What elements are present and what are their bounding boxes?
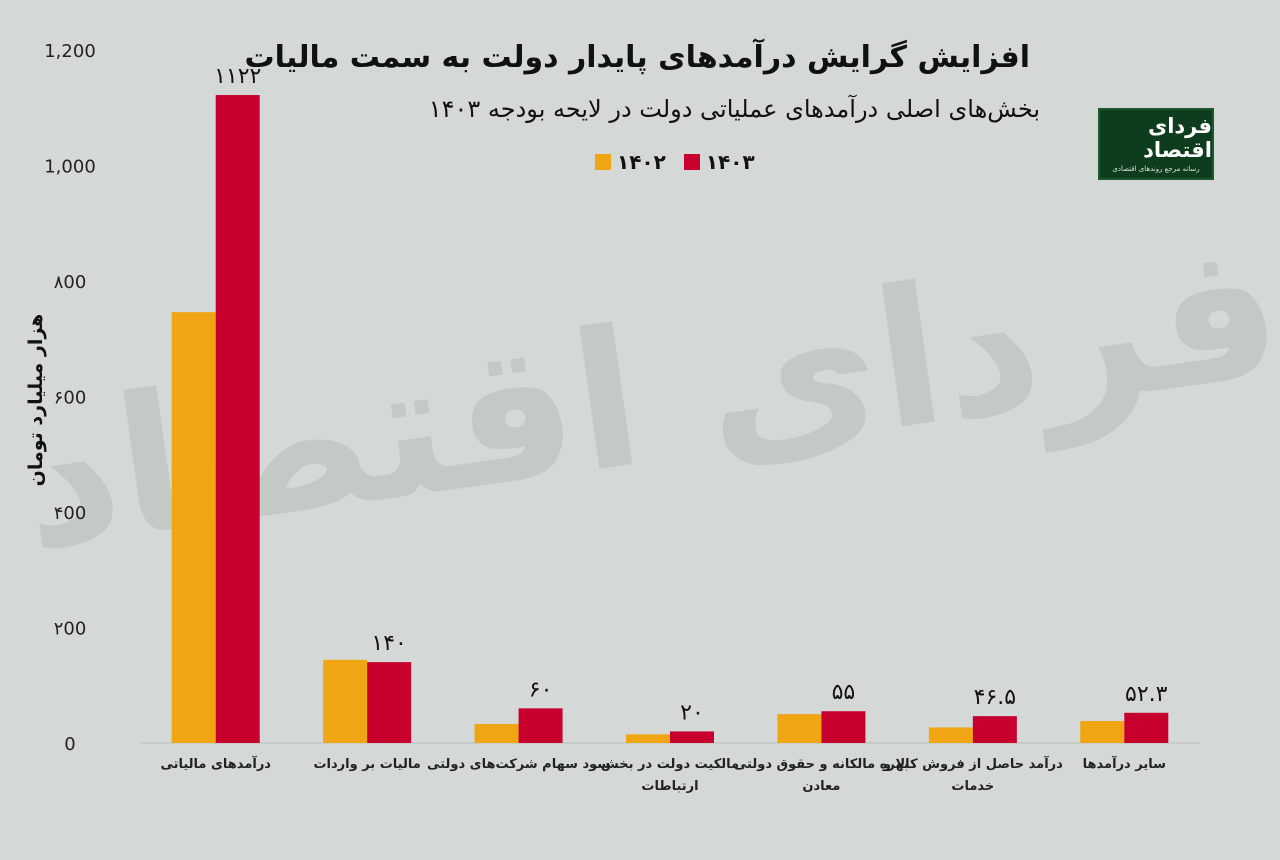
legend-label-1403: ۱۴۰۳ — [705, 150, 755, 174]
logo-name: فردای اقتصاد — [1143, 114, 1212, 162]
data-label: ۱۴۰ — [371, 631, 406, 656]
bar-1402 — [474, 723, 519, 743]
x-tick-label: درآمدهای مالیاتی — [160, 755, 271, 772]
x-tick-label: معادن — [802, 779, 840, 794]
bar-1403 — [670, 731, 714, 743]
bar-1403 — [518, 708, 563, 743]
chart-subtitle: بخش‌های اصلی درآمدهای عملیاتی دولت در لا… — [428, 95, 1040, 123]
x-tick-label: مالیات بر واردات — [313, 757, 420, 772]
y-tick-label: 1,200 — [44, 41, 96, 62]
bar-1403 — [972, 716, 1017, 743]
bar-1402 — [1080, 721, 1125, 743]
x-tick-label: درآمد حاصل از فروش کالا و — [882, 755, 1063, 772]
x-tick-label: بهره مالکانه و حقوق دولتی — [734, 757, 909, 772]
x-tick-label: خدمات — [951, 779, 994, 794]
legend-swatch-1402 — [595, 154, 611, 170]
bar-1402 — [323, 659, 368, 743]
x-tick-label: مالکیت دولت در بخش — [601, 757, 739, 772]
data-label: ۶۰ — [529, 677, 553, 702]
bar-1402 — [777, 714, 822, 743]
legend-label-1402: ۱۴۰۲ — [617, 150, 666, 174]
logo-tagline: رسانه مرجع روندهای اقتصادی — [1112, 164, 1200, 173]
bar-1403 — [1124, 712, 1169, 743]
brand-logo: فردای اقتصاد رسانه مرجع روندهای اقتصادی — [1098, 108, 1214, 180]
data-label: ۲۰ — [680, 700, 704, 725]
y-tick-label: ۸00 — [54, 272, 87, 293]
y-tick-label: 0 — [64, 734, 75, 755]
legend-swatch-1403 — [683, 154, 700, 170]
bar-1403 — [215, 95, 260, 744]
legend: ۱۴۰۳ ۱۴۰۲ — [595, 150, 755, 174]
data-label: ۵۵ — [832, 680, 856, 705]
y-tick-label: ۲00 — [54, 619, 87, 640]
data-label: ۱۱۲۲ — [214, 64, 261, 89]
bar-1402 — [171, 312, 216, 743]
bar-1402 — [626, 734, 670, 743]
chart-title: افزایش گرایش درآمدهای پایدار دولت به سمت… — [244, 40, 1030, 75]
data-label: ۴۶.۵ — [974, 685, 1016, 710]
y-tick-label: ۴00 — [54, 503, 87, 524]
data-label: ۵۲.۳ — [1125, 682, 1168, 707]
bar-1403 — [367, 662, 412, 743]
x-tick-label: سایر درآمدها — [1083, 755, 1166, 772]
bar-1403 — [821, 711, 866, 743]
x-tick-label: ارتباطات — [641, 779, 698, 794]
x-tick-label: سود سهام شرکت‌های دولتی — [427, 757, 610, 772]
bar-1402 — [928, 727, 973, 743]
legend-item-1403: ۱۴۰۳ — [683, 150, 755, 174]
legend-item-1402: ۱۴۰۲ — [595, 150, 666, 174]
y-tick-label: ۶00 — [54, 388, 87, 409]
y-tick-label: 1,000 — [44, 157, 96, 178]
